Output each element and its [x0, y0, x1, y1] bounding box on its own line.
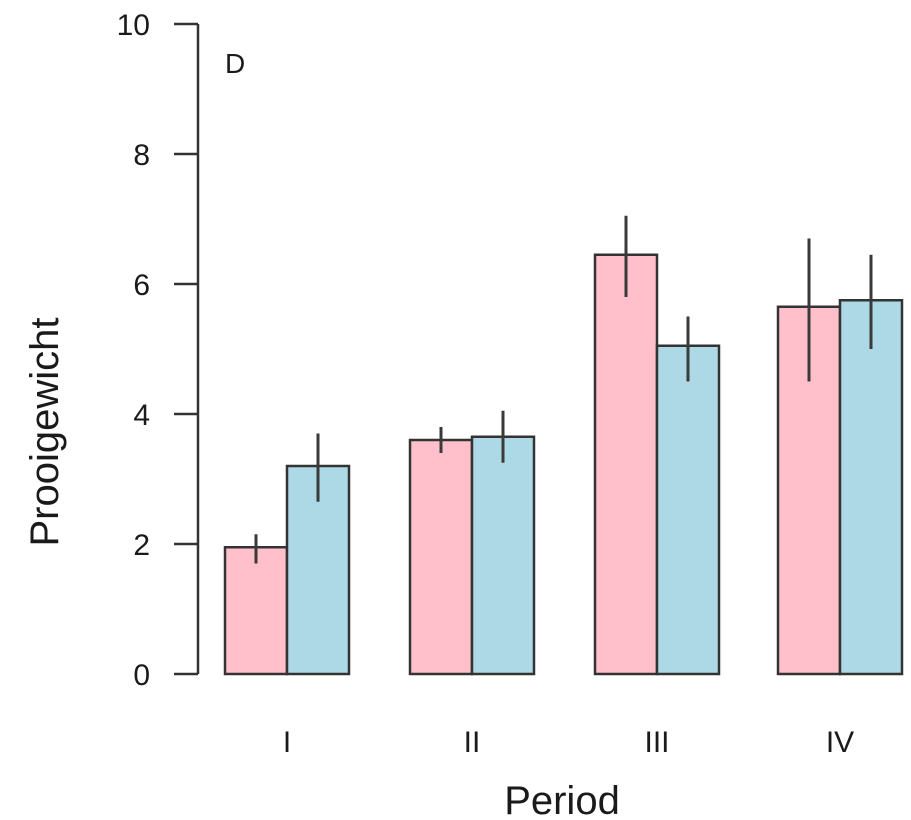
bar	[838, 299, 904, 676]
y-tick-label: 4	[133, 399, 150, 432]
bar	[470, 435, 536, 676]
y-tick-label: 8	[133, 139, 150, 172]
panel-label: D	[225, 48, 245, 79]
y-tick-label: 0	[133, 659, 150, 692]
x-tick-label: III	[644, 726, 669, 759]
bars	[223, 253, 904, 676]
bar	[655, 344, 721, 676]
x-tick-label: II	[464, 726, 481, 759]
y-tick-label: 2	[133, 529, 150, 562]
y-axis-title: Prooigewicht	[23, 317, 67, 546]
y-tick-label: 10	[117, 9, 150, 42]
y-axis: 0 2 4 6 8 10	[117, 9, 200, 692]
y-tick-label: 6	[133, 269, 150, 302]
bar	[408, 438, 474, 676]
x-axis-ticks: I II III IV	[283, 726, 854, 759]
x-tick-label: I	[283, 726, 291, 759]
error-bars	[254, 215, 873, 564]
bar	[593, 253, 659, 676]
bar	[223, 546, 289, 676]
x-axis-title: Period	[504, 779, 620, 820]
x-tick-label: IV	[826, 726, 854, 759]
